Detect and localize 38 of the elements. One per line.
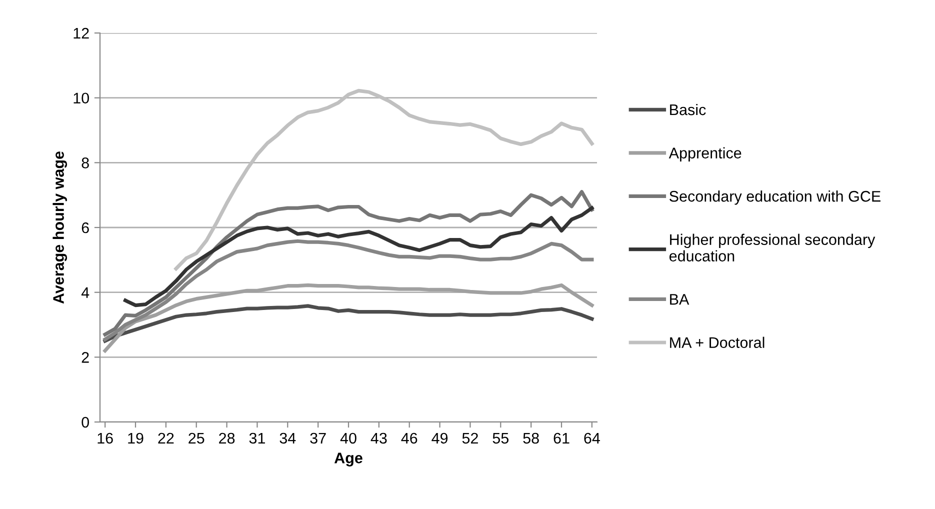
legend-label: Higher professional secondary education <box>669 234 876 262</box>
x-tick-label: 22 <box>158 432 174 444</box>
line-series <box>124 206 594 308</box>
line-series <box>103 304 594 343</box>
x-tick-label: 37 <box>310 432 326 444</box>
legend-label: Apprentice <box>668 147 742 162</box>
legend-label: BA <box>670 294 690 305</box>
line-series <box>103 239 594 342</box>
legend-label: MA + Doctoral <box>670 336 764 348</box>
x-tick-label: 55 <box>492 432 508 444</box>
x-tick-label: 19 <box>128 432 144 444</box>
y-tick-label: 0 <box>82 416 89 428</box>
x-tick-label: 52 <box>462 432 478 444</box>
line-series <box>174 88 594 270</box>
x-tick-label: 28 <box>219 432 235 444</box>
x-tick-label: 31 <box>249 432 265 444</box>
x-tick-label: 40 <box>340 432 356 444</box>
y-tick-label: 2 <box>82 352 89 363</box>
y-axis-title: Average hourly wage <box>52 151 68 304</box>
x-tick-label: 46 <box>401 432 418 444</box>
y-tick-label: 8 <box>82 158 89 168</box>
x-tick-label: 43 <box>370 432 387 444</box>
y-tick-label: 10 <box>74 92 89 104</box>
x-tick-label: 58 <box>523 432 539 444</box>
legend-label: Basic <box>670 104 706 116</box>
x-tick-label: 64 <box>584 432 600 444</box>
x-tick-label: 49 <box>432 432 448 444</box>
x-tick-label: 61 <box>554 432 570 444</box>
legend-label: Secondary education with GCE <box>670 190 880 205</box>
y-tick-label: 4 <box>81 287 90 298</box>
y-tick-label: 6 <box>82 222 89 234</box>
x-tick-label: 25 <box>188 432 204 444</box>
line-series <box>103 190 594 336</box>
x-axis-title: Age <box>334 452 362 466</box>
y-tick-label: 12 <box>74 28 89 39</box>
x-tick-label: 34 <box>280 432 296 444</box>
line-series <box>103 283 594 352</box>
x-tick-label: 16 <box>98 432 113 444</box>
